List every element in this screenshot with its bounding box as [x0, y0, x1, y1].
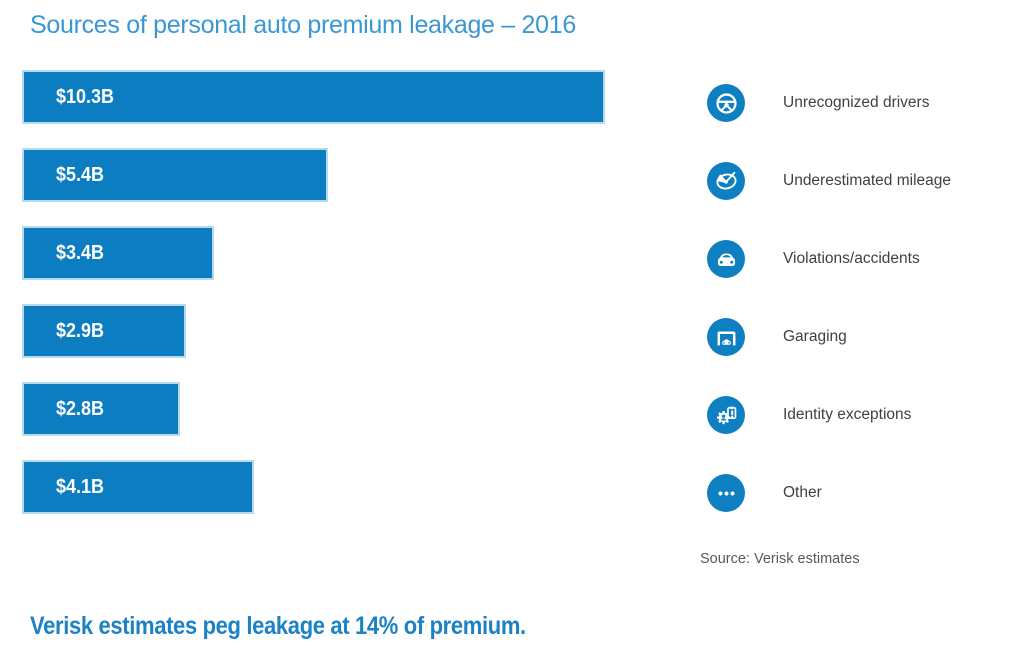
steering-wheel-icon [707, 84, 745, 122]
bar-value-label: $4.1B [56, 475, 105, 498]
legend-item-violations-accidents: Violations/accidents [707, 240, 951, 278]
bar-identity-exceptions: $2.8B [22, 382, 180, 436]
chart-title: Sources of personal auto premium leakage… [30, 11, 576, 39]
bar-underestimated-mileage: $5.4B [22, 148, 328, 202]
legend-item-other: Other [707, 474, 951, 512]
bar-garaging: $2.9B [22, 304, 186, 358]
legend-item-label: Violations/accidents [783, 250, 920, 267]
car-front-icon [707, 240, 745, 278]
source-note: Source: Verisk estimates [700, 551, 860, 567]
footer-headline: Verisk estimates peg leakage at 14% of p… [30, 612, 526, 640]
legend-item-label: Underestimated mileage [783, 172, 952, 189]
bar-value-label: $2.8B [56, 397, 105, 420]
garage-icon [707, 318, 745, 356]
legend-item-unrecognized-drivers: Unrecognized drivers [707, 84, 951, 122]
legend-item-garaging: Garaging [707, 318, 951, 356]
legend-item-label: Identity exceptions [783, 406, 912, 423]
legend-item-identity-exceptions: Identity exceptions [707, 396, 951, 434]
legend-item-label: Other [783, 484, 822, 501]
bar-violations-accidents: $3.4B [22, 226, 214, 280]
gauge-icon [707, 162, 745, 200]
legend-item-underestimated-mileage: Underestimated mileage [707, 162, 951, 200]
bar-other: $4.1B [22, 460, 254, 514]
identity-exceptions-icon [707, 396, 745, 434]
legend-item-label: Unrecognized drivers [783, 94, 930, 111]
legend-item-label: Garaging [783, 328, 847, 345]
bar-value-label: $5.4B [56, 163, 105, 186]
ellipsis-icon [707, 474, 745, 512]
bar-value-label: $3.4B [56, 241, 105, 264]
bar-value-label: $10.3B [56, 85, 115, 108]
bar-chart: $10.3B $5.4B $3.4B $2.9B $2.8B $4.1B [22, 70, 605, 538]
legend: Unrecognized drivers Underestimated mile… [707, 84, 951, 552]
bar-unrecognized-drivers: $10.3B [22, 70, 605, 124]
bar-value-label: $2.9B [56, 319, 105, 342]
